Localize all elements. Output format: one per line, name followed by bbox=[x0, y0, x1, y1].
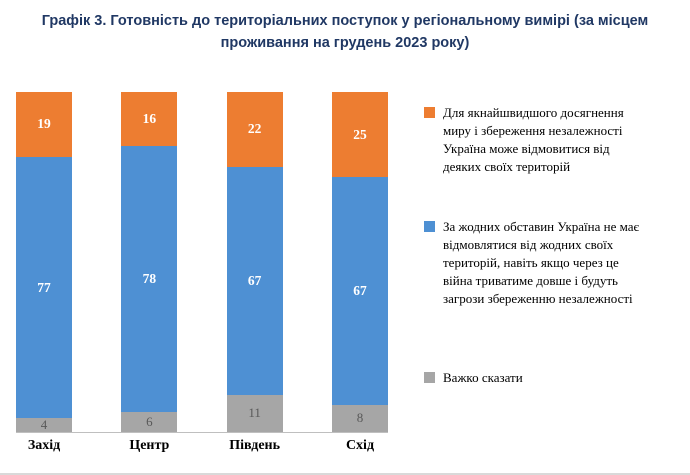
value-label: 78 bbox=[142, 271, 157, 287]
bar-segment: 8 bbox=[331, 404, 388, 432]
bar-segment: 67 bbox=[226, 166, 283, 395]
legend-label: Важко сказати bbox=[443, 370, 523, 386]
bar-2: 16 78 6 bbox=[121, 92, 178, 432]
plot-area: 19 77 4 16 78 6 22 67 11 25 67 8 bbox=[16, 92, 388, 433]
value-label: 16 bbox=[142, 111, 157, 127]
legend-marker bbox=[424, 372, 435, 384]
value-label: 67 bbox=[353, 282, 367, 298]
bar-segment: 78 bbox=[121, 146, 178, 412]
value-label: 4 bbox=[40, 417, 48, 433]
bar-segment: 77 bbox=[16, 156, 72, 419]
category-label: Центр bbox=[129, 438, 170, 453]
legend-label: Для якнайшвидшого досягнення миру і збер… bbox=[443, 105, 624, 174]
legend-label: За жодних обставин Україна не має відмов… bbox=[443, 218, 640, 306]
category-label: Південь bbox=[229, 438, 281, 453]
legend-item: Для якнайшвидшого досягнення миру і збер… bbox=[424, 104, 678, 176]
bar-segment: 11 bbox=[226, 394, 283, 432]
bar-segment: 4 bbox=[16, 417, 72, 433]
legend-item: За жодних обставин Україна не має відмов… bbox=[424, 218, 678, 308]
bar-4: 25 67 8 bbox=[331, 92, 388, 432]
category-label: Схід bbox=[345, 438, 375, 453]
value-label: 67 bbox=[247, 272, 262, 288]
bar-segment: 16 bbox=[121, 92, 178, 147]
bar-segment: 25 bbox=[331, 92, 388, 178]
value-label: 22 bbox=[247, 121, 262, 137]
chart-title: Графік 3. Готовність до територіальних п… bbox=[41, 13, 649, 52]
bar-segment: 67 bbox=[331, 177, 388, 405]
value-label: 8 bbox=[356, 410, 364, 426]
bar-segment: 19 bbox=[16, 92, 72, 157]
legend-item: Важко сказати bbox=[424, 369, 678, 387]
value-label: 11 bbox=[248, 405, 261, 421]
value-label: 25 bbox=[353, 126, 367, 142]
bar-segment: 6 bbox=[121, 411, 178, 432]
legend-marker bbox=[424, 220, 435, 232]
bar-1: 19 77 4 bbox=[16, 92, 72, 432]
bars-container: 19 77 4 16 78 6 22 67 11 25 67 8 bbox=[16, 92, 388, 432]
value-label: 19 bbox=[37, 116, 51, 132]
value-label: 6 bbox=[146, 413, 153, 429]
category-label: Захід bbox=[27, 438, 61, 453]
legend-marker bbox=[424, 107, 435, 118]
category-axis: Захід Центр Південь Схід bbox=[16, 438, 388, 454]
value-label: 77 bbox=[37, 279, 51, 295]
bar-3: 22 67 11 bbox=[226, 92, 283, 432]
bar-segment: 22 bbox=[226, 92, 283, 167]
legend: Для якнайшвидшого досягнення миру і збер… bbox=[424, 104, 678, 387]
